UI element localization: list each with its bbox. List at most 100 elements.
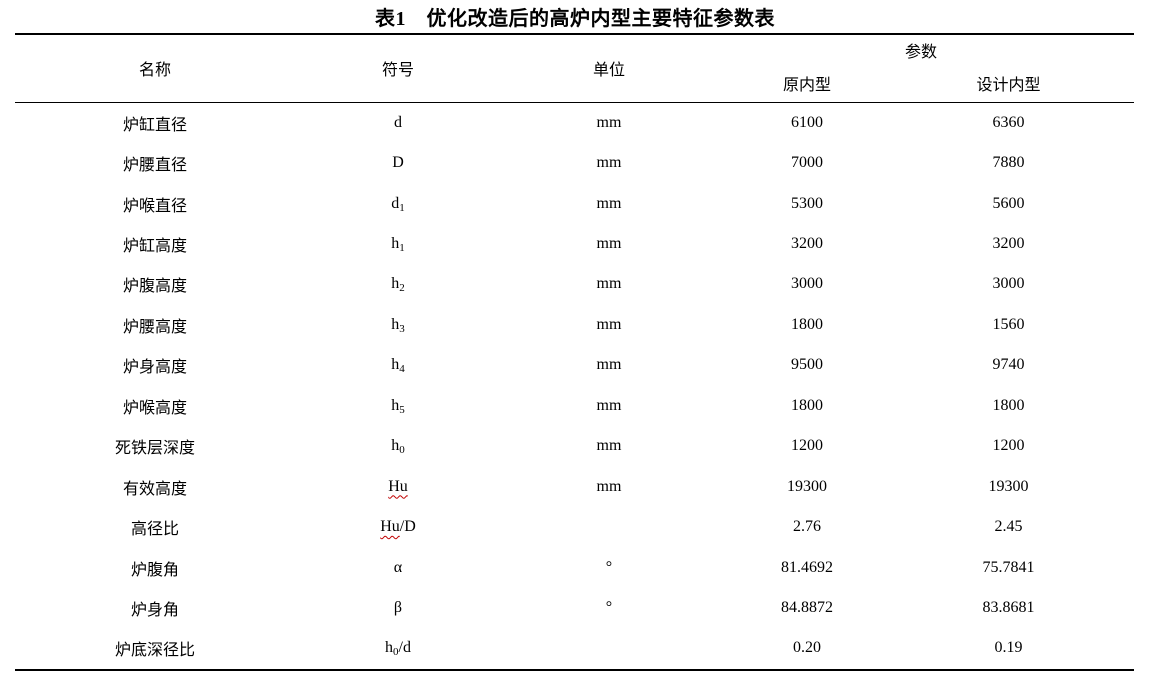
row-name: 炉缸高度 (122, 238, 187, 256)
row-original-value: 6100 (791, 113, 823, 131)
row-symbol: d (276, 102, 503, 143)
symbol-subscript: 3 (399, 322, 405, 335)
row-name: 炉底深径比 (114, 642, 195, 660)
row-design-value: 6360 (992, 113, 1025, 131)
row-unit: mm (596, 477, 622, 495)
row-unit (503, 507, 708, 547)
row-symbol: Hu/D (276, 507, 503, 547)
header-row-top: 名称 符号 单位 参数 (15, 34, 1134, 103)
symbol-main: h (391, 356, 400, 374)
row-symbol: h1 (276, 224, 503, 264)
table-row: 炉喉高度 h5 mm 1800 1800 (15, 386, 1134, 426)
row-original-value: 81.4692 (781, 558, 833, 576)
row-design-value: 5600 (992, 194, 1025, 212)
row-original-value: 9500 (791, 356, 823, 374)
row-unit: mm (596, 194, 622, 212)
table-body: 炉缸直径 d mm 6100 6360 炉腰直径 D mm 7000 7880 … (15, 102, 1134, 670)
row-unit: ° (605, 598, 613, 616)
table-row: 炉腹角 α ° 81.4692 75.7841 (15, 547, 1134, 587)
row-original-value: 19300 (787, 477, 827, 495)
row-design-value: 9740 (992, 356, 1025, 374)
row-original-value: 3200 (791, 235, 823, 253)
table-row: 炉身高度 h4 mm 9500 9740 (15, 345, 1134, 385)
row-symbol: α (276, 547, 503, 587)
row-design-value: 83.8681 (982, 598, 1035, 616)
header-row-sub: 原内型 设计内型 (15, 64, 1135, 103)
symbol-subscript: 5 (399, 403, 405, 416)
row-symbol: β (276, 588, 503, 628)
symbol-main: h (391, 275, 400, 293)
symbol-subscript: 1 (399, 201, 405, 214)
row-symbol: h0/d (276, 628, 503, 669)
row-unit: mm (596, 154, 622, 172)
table-row: 炉腹高度 h2 mm 3000 3000 (15, 264, 1134, 304)
table-row: 炉腰直径 D mm 7000 7880 (15, 143, 1134, 183)
row-design-value: 1200 (992, 437, 1025, 455)
row-design-value: 75.7841 (982, 558, 1035, 576)
row-design-value: 3200 (992, 235, 1025, 253)
row-name: 有效高度 (122, 480, 187, 498)
row-symbol: h3 (276, 305, 503, 345)
row-original-value: 0.20 (793, 639, 821, 657)
symbol-main: D (392, 154, 404, 172)
col-header-original-profile: 原内型 (708, 64, 906, 103)
row-unit: mm (596, 275, 622, 293)
row-unit: mm (596, 235, 622, 253)
symbol-main: h (391, 235, 400, 253)
row-original-value: 2.76 (793, 518, 821, 536)
col-header-unit: 单位 (503, 34, 708, 103)
symbol-subscript: 2 (399, 282, 405, 295)
col-header-symbol: 符号 (276, 34, 503, 103)
symbol-subscript: 0 (399, 444, 405, 457)
symbol-main: h (391, 437, 400, 455)
row-name: 炉喉高度 (122, 399, 187, 417)
row-original-value: 5300 (791, 194, 823, 212)
row-name: 炉缸直径 (122, 116, 187, 134)
row-design-value: 19300 (988, 477, 1029, 495)
symbol-main: Hu (388, 477, 408, 495)
row-unit: mm (596, 113, 622, 131)
row-unit: mm (596, 315, 622, 333)
row-design-value: 2.45 (994, 518, 1023, 536)
symbol-subscript: 0 (393, 646, 399, 659)
row-name: 炉腰直径 (122, 157, 187, 175)
row-name: 炉身高度 (122, 359, 187, 377)
symbol-suffix: /D (399, 518, 416, 536)
table-row: 死铁层深度 h0 mm 1200 1200 (15, 426, 1134, 466)
symbol-main: d (394, 113, 402, 131)
symbol-suffix: /d (398, 639, 411, 657)
row-original-value: 1800 (791, 396, 823, 414)
table-row: 高径比 Hu/D 2.76 2.45 (15, 507, 1134, 547)
row-original-value: 3000 (791, 275, 823, 293)
row-original-value: 7000 (791, 154, 823, 172)
row-symbol: h4 (276, 345, 503, 385)
table-row: 炉腰高度 h3 mm 1800 1560 (15, 305, 1134, 345)
row-design-value: 1560 (992, 315, 1025, 333)
col-header-name: 名称 (15, 34, 276, 103)
row-original-value: 1200 (791, 437, 823, 455)
symbol-main: d (391, 194, 400, 212)
row-name: 高径比 (130, 521, 179, 539)
row-design-value: 7880 (992, 154, 1025, 172)
row-name: 炉身角 (130, 601, 179, 619)
table-row: 炉身角 β ° 84.8872 83.8681 (15, 588, 1134, 628)
symbol-main: Hu (380, 518, 400, 536)
row-original-value: 1800 (791, 315, 823, 333)
row-symbol: d1 (276, 183, 503, 223)
row-design-value: 3000 (992, 275, 1025, 293)
row-name: 炉喉直径 (122, 197, 187, 215)
symbol-subscript: 1 (399, 242, 405, 255)
symbol-main: h (391, 315, 400, 333)
row-unit: mm (596, 356, 622, 374)
row-symbol: Hu (276, 466, 503, 506)
row-design-value: 1800 (992, 396, 1025, 414)
symbol-main: α (393, 558, 403, 576)
row-name: 炉腰高度 (122, 318, 187, 336)
row-original-value: 84.8872 (781, 598, 833, 616)
row-symbol: D (276, 143, 503, 183)
row-symbol: h2 (276, 264, 503, 304)
row-unit (503, 628, 708, 669)
table-row: 炉底深径比 h0/d 0.20 0.19 (15, 628, 1134, 669)
row-design-value: 0.19 (994, 639, 1023, 657)
